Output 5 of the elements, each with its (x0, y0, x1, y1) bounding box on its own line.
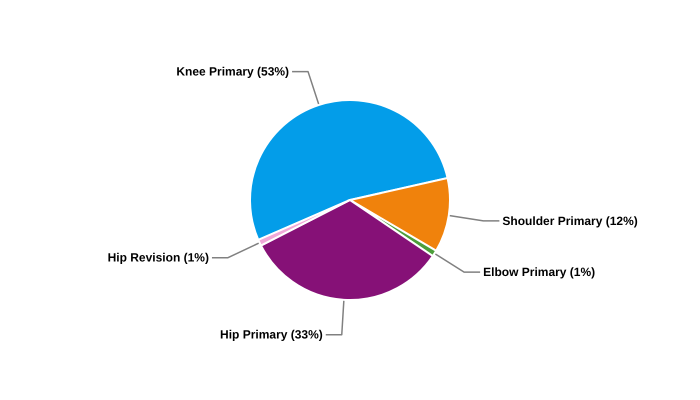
slice-label: Knee Primary (53%) (176, 64, 290, 79)
slice-label: Hip Revision (1%) (108, 250, 209, 265)
slice-label: Elbow Primary (1%) (483, 265, 596, 280)
slice-label: Hip Primary (33%) (220, 328, 323, 342)
slice-label: Shoulder Primary (12%) (502, 214, 638, 228)
